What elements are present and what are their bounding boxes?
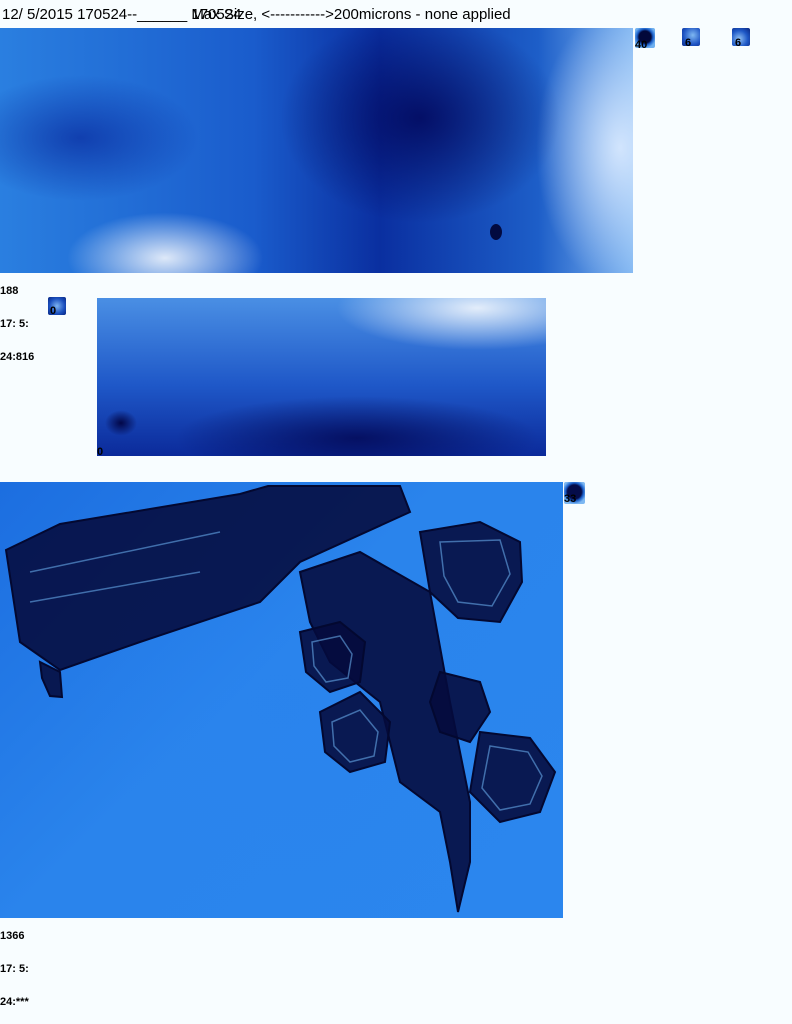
particle-image-2 bbox=[97, 298, 546, 456]
thumbnail-5-label: 33 bbox=[564, 493, 577, 505]
image-1-time-a: 17: 5: bbox=[0, 318, 29, 330]
image-3-meta: 1366 17: 5: 24:*** bbox=[0, 909, 29, 1019]
particle-image-1 bbox=[0, 28, 633, 273]
image-2-corner-label: 0 bbox=[97, 446, 104, 458]
header-date: 12/ 5/2015 bbox=[2, 6, 73, 23]
header-id: 170524--______ bbox=[77, 6, 188, 23]
crystal-plate-1 bbox=[418, 520, 524, 624]
header-overlap-a: Max Size, bbox=[191, 6, 258, 23]
particle-speck bbox=[490, 224, 502, 240]
crystal-cluster bbox=[4, 485, 557, 913]
image-1-time-b: 24:816 bbox=[0, 351, 35, 363]
thumbnail-4[interactable] bbox=[48, 297, 66, 315]
thumbnail-4-label: 0 bbox=[50, 305, 57, 317]
thumbnail-2[interactable] bbox=[682, 28, 700, 46]
particle-image-3 bbox=[0, 482, 563, 918]
thumbnail-5[interactable] bbox=[564, 482, 585, 504]
image-1-meta: 188 17: 5: 24:816 bbox=[0, 264, 34, 374]
thumbnail-1-label: 40 bbox=[635, 39, 648, 51]
header-overlap-b: 170524 bbox=[191, 6, 242, 23]
crystal-column bbox=[4, 485, 412, 672]
image-1-count: 188 bbox=[0, 285, 19, 297]
image-3-time-a: 17: 5: bbox=[0, 963, 29, 975]
thumbnail-2-label: 6 bbox=[685, 37, 692, 49]
thumbnail-3[interactable] bbox=[732, 28, 750, 46]
crystal-plate-4 bbox=[428, 670, 492, 744]
crystal-plate-3 bbox=[318, 690, 392, 774]
thumbnail-1[interactable] bbox=[635, 28, 655, 48]
crystal-column-foot bbox=[38, 660, 64, 699]
page-header: 12/ 5/2015 170524--______ Max Size, 1705… bbox=[2, 6, 511, 24]
image-3-time-b: 24:*** bbox=[0, 996, 29, 1008]
image-3-count: 1366 bbox=[0, 930, 25, 942]
header-scale: <----------->200microns - none applied bbox=[261, 6, 511, 23]
thumbnail-3-label: 6 bbox=[735, 37, 742, 49]
header-overlap-text: Max Size, 170524 bbox=[191, 6, 257, 24]
